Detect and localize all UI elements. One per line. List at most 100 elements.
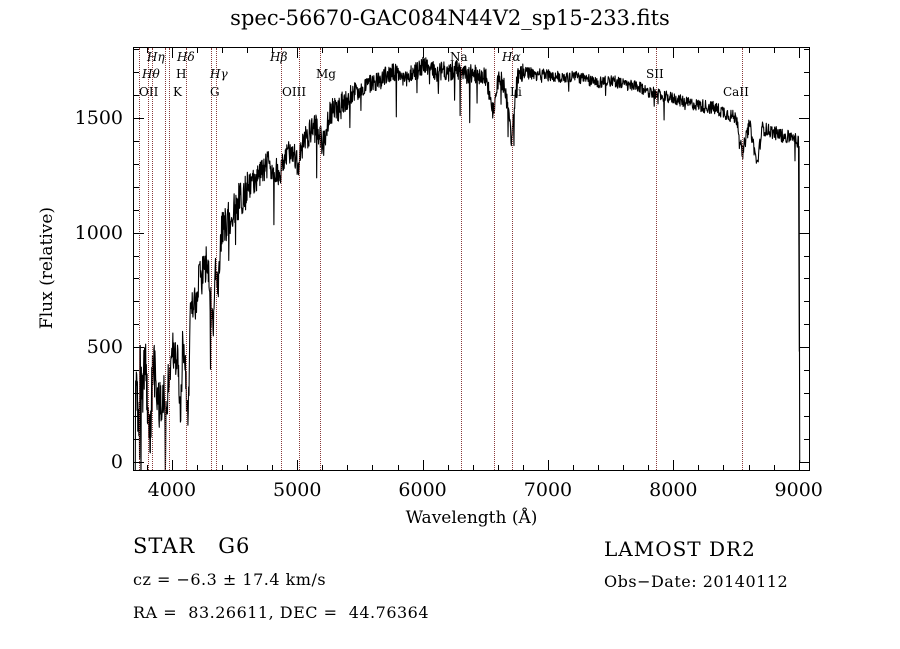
y-tick-label: 0 (110, 450, 123, 473)
x-minor-tick (222, 465, 223, 471)
y-minor-tick-right (804, 278, 810, 280)
x-major-tick-top (547, 47, 549, 58)
y-major-tick-right (799, 347, 810, 349)
y-minor-tick-right (804, 140, 810, 142)
spectral-line-label-Na: Na (450, 50, 468, 64)
x-minor-tick-top (723, 47, 725, 53)
spectral-line-label-Mg: Mg (316, 67, 336, 81)
spectral-line-marker-OIII (299, 48, 301, 470)
y-minor-tick (133, 415, 139, 417)
x-minor-tick-top (598, 47, 600, 53)
y-minor-tick-right (804, 209, 810, 211)
y-minor-tick-right (804, 393, 810, 395)
x-minor-tick (648, 465, 650, 471)
spectral-line-marker-H (168, 48, 170, 470)
x-major-tick-top (171, 47, 173, 58)
spectral-line-label-OII: OII (139, 85, 159, 99)
x-major-tick (547, 460, 549, 471)
plot-area: OII Hθ Hη K H Hδ G Hγ Hβ OIII Mg Na Hα Li SII CaII (133, 47, 810, 471)
x-major-tick (171, 460, 173, 471)
y-minor-tick (133, 95, 139, 97)
x-minor-tick-top (247, 47, 249, 53)
x-minor-tick (623, 465, 625, 471)
y-minor-tick (133, 209, 139, 211)
x-minor-tick (447, 465, 449, 471)
x-minor-tick (196, 465, 198, 471)
x-tick-label: 6000 (398, 479, 447, 501)
x-minor-tick-top (522, 47, 524, 53)
spectral-line-marker-K (164, 48, 166, 470)
y-minor-tick-right (804, 438, 810, 440)
x-minor-tick (322, 465, 324, 471)
spectral-line-label-H: H (176, 67, 187, 81)
x-major-tick (798, 460, 800, 471)
spectral-line-marker-CaII (742, 48, 744, 470)
y-major-tick-right (799, 232, 810, 234)
plot-inner: OII Hθ Hη K H Hδ G Hγ Hβ OIII Mg Na Hα Li SII CaII (134, 48, 809, 470)
spectral-line-marker-Na (461, 48, 463, 470)
x-minor-tick-top (748, 47, 750, 53)
spectral-line-label-H: Hη (147, 50, 165, 64)
x-minor-tick (598, 465, 600, 471)
x-axis-label: Wavelength (Å) (405, 508, 538, 528)
x-minor-tick (522, 465, 524, 471)
y-minor-tick (133, 370, 139, 372)
spectral-line-label-OIII: OIII (282, 85, 307, 99)
x-tick-label: 8000 (649, 479, 698, 501)
y-minor-tick-right (804, 370, 810, 372)
x-minor-tick (347, 465, 349, 471)
y-minor-tick (133, 393, 139, 395)
spectral-line-marker-H (147, 48, 149, 470)
spectral-line-label-K: K (173, 85, 182, 99)
x-major-tick (297, 460, 299, 471)
y-minor-tick-right (804, 415, 810, 417)
y-minor-tick-right (804, 95, 810, 97)
x-minor-tick-top (623, 47, 625, 53)
y-minor-tick (133, 324, 139, 326)
x-minor-tick-top (472, 47, 474, 53)
y-axis-label: Flux (relative) (37, 206, 57, 330)
y-minor-tick (133, 301, 139, 303)
spectral-line-marker-H (280, 48, 282, 470)
object-class-text: STAR G6 (133, 534, 251, 558)
x-major-tick (673, 460, 675, 471)
x-minor-tick-top (573, 47, 575, 53)
observation-date-text: Obs−Date: 20140112 (604, 572, 789, 591)
y-minor-tick (133, 72, 139, 74)
x-minor-tick-top (447, 47, 449, 53)
x-major-tick-top (297, 47, 299, 58)
survey-name-text: LAMOST DR2 (604, 537, 756, 561)
x-minor-tick (497, 465, 499, 471)
y-minor-tick-right (804, 72, 810, 74)
x-tick-label: 9000 (774, 479, 823, 501)
y-major-tick (133, 118, 144, 120)
x-minor-tick (773, 465, 775, 471)
y-minor-tick (133, 255, 139, 257)
spectral-line-marker-SII (655, 48, 657, 470)
y-tick-label: 1500 (74, 107, 123, 130)
spectral-line-marker-H (185, 48, 187, 470)
y-major-tick-right (799, 461, 810, 463)
y-minor-tick-right (804, 255, 810, 257)
spectral-line-marker-Li (512, 48, 514, 470)
x-minor-tick (472, 465, 474, 471)
y-minor-tick (133, 438, 139, 440)
spectral-line-marker-H (215, 48, 217, 470)
y-major-tick (133, 347, 144, 349)
x-minor-tick-top (196, 47, 198, 53)
x-tick-label: 4000 (147, 479, 197, 501)
x-major-tick-top (798, 47, 800, 58)
x-minor-tick-top (497, 47, 499, 53)
spectral-line-label-SII: SII (646, 67, 664, 81)
x-minor-tick-top (397, 47, 399, 53)
y-tick-label: 500 (86, 336, 123, 359)
x-tick-label: 5000 (273, 479, 322, 501)
y-major-tick (133, 461, 144, 463)
spectral-line-label-H: Hγ (210, 67, 228, 81)
x-minor-tick (247, 465, 249, 471)
spectral-line-label-H: Hδ (177, 50, 195, 64)
y-minor-tick (133, 186, 139, 188)
x-minor-tick-top (372, 47, 374, 53)
spectral-line-marker-H (494, 48, 496, 470)
